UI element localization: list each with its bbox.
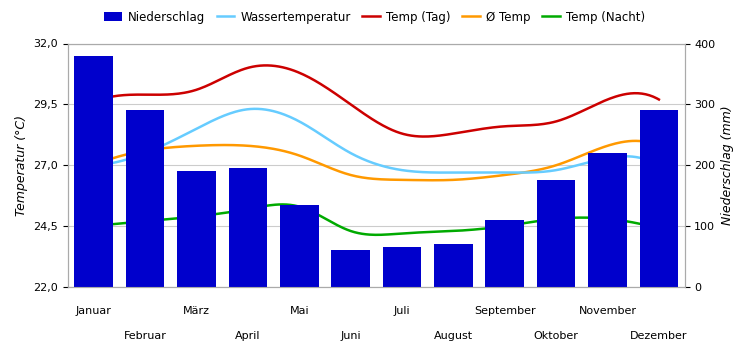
Legend: Niederschlag, Wassertemperatur, Temp (Tag), Ø Temp, Temp (Nacht): Niederschlag, Wassertemperatur, Temp (Ta…: [100, 6, 649, 28]
Bar: [126, 111, 164, 287]
Text: Juli: Juli: [394, 307, 410, 316]
Bar: [331, 251, 370, 287]
Y-axis label: Niederschlag (mm): Niederschlag (mm): [721, 105, 734, 225]
Bar: [228, 168, 267, 287]
Bar: [74, 56, 113, 287]
Text: Februar: Februar: [124, 331, 166, 341]
Bar: [280, 205, 318, 287]
Text: Oktober: Oktober: [534, 331, 578, 341]
Text: November: November: [578, 307, 637, 316]
Bar: [485, 220, 524, 287]
Bar: [383, 247, 421, 287]
Bar: [537, 181, 575, 287]
Bar: [588, 153, 627, 287]
Y-axis label: Temperatur (°C): Temperatur (°C): [15, 115, 28, 216]
Text: August: August: [434, 331, 473, 341]
Text: März: März: [183, 307, 210, 316]
Bar: [434, 244, 473, 287]
Text: Juni: Juni: [340, 331, 361, 341]
Text: September: September: [474, 307, 536, 316]
Text: Januar: Januar: [76, 307, 112, 316]
Text: Mai: Mai: [289, 307, 309, 316]
Bar: [178, 172, 216, 287]
Text: April: April: [235, 331, 261, 341]
Text: Dezember: Dezember: [630, 331, 688, 341]
Bar: [640, 111, 678, 287]
